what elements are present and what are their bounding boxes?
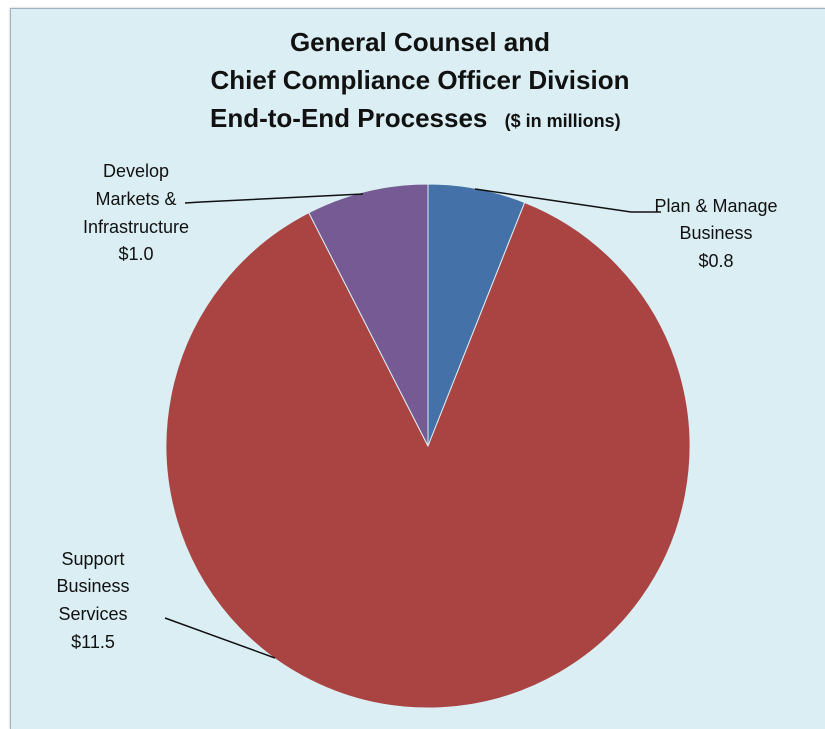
leader-line-develop-markets bbox=[184, 193, 364, 204]
slice-value-support-services: $11.5 bbox=[71, 632, 115, 652]
slice-value-plan-manage: $0.8 bbox=[698, 251, 733, 271]
pie-slices bbox=[165, 183, 691, 709]
title-unit: ($ in millions) bbox=[505, 111, 621, 131]
slice-label-plan-manage: Plan & Manage Business $0.8 bbox=[654, 196, 777, 271]
slice-label-develop-markets-line-2: Markets & bbox=[95, 189, 176, 209]
slice-label-support-services-line-2: Business bbox=[56, 576, 129, 596]
title-line-2: Chief Compliance Officer Division bbox=[211, 65, 630, 95]
slice-label-support-services-line-3: Services bbox=[58, 604, 127, 624]
slice-label-develop-markets-line-3: Infrastructure bbox=[83, 217, 189, 237]
slice-value-develop-markets: $1.0 bbox=[118, 244, 153, 264]
leader-line-plan-manage bbox=[474, 188, 661, 213]
slice-label-plan-manage-line-1: Plan & Manage bbox=[654, 196, 777, 216]
pie-slice-support-services bbox=[165, 201, 691, 709]
title-line-3: End-to-End Processes ($ in millions) bbox=[210, 103, 621, 133]
chart-frame: General Counsel and Chief Compliance Off… bbox=[10, 8, 825, 729]
title-line-1: General Counsel and bbox=[290, 27, 550, 57]
slice-label-develop-markets-line-1: Develop bbox=[103, 161, 169, 181]
title-line-3-text: End-to-End Processes bbox=[210, 103, 487, 133]
pie-slice-develop-markets bbox=[308, 183, 429, 447]
slice-label-plan-manage-line-2: Business bbox=[679, 223, 752, 243]
slice-label-develop-markets: Develop Markets & Infrastructure $1.0 bbox=[83, 161, 189, 264]
leader-lines bbox=[164, 188, 661, 659]
slice-label-support-services-line-1: Support bbox=[61, 549, 124, 569]
pie-chart: General Counsel and Chief Compliance Off… bbox=[11, 9, 825, 729]
leader-line-support-services bbox=[164, 617, 276, 659]
slice-label-support-services: Support Business Services $11.5 bbox=[56, 549, 129, 652]
chart-title: General Counsel and Chief Compliance Off… bbox=[210, 27, 629, 133]
